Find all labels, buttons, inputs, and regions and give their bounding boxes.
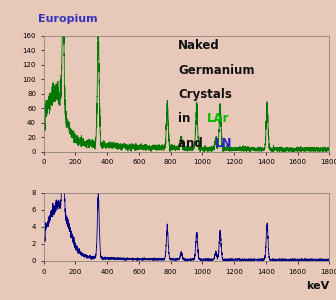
Text: LN: LN — [215, 136, 233, 150]
Text: Naked: Naked — [178, 40, 220, 52]
Text: Crystals: Crystals — [178, 88, 232, 101]
Text: Germanium: Germanium — [178, 64, 254, 77]
Text: LAr: LAr — [206, 112, 229, 125]
Text: and: and — [178, 136, 207, 150]
Text: in: in — [178, 112, 195, 125]
Text: keV: keV — [306, 281, 329, 291]
Text: Europium: Europium — [38, 14, 97, 24]
